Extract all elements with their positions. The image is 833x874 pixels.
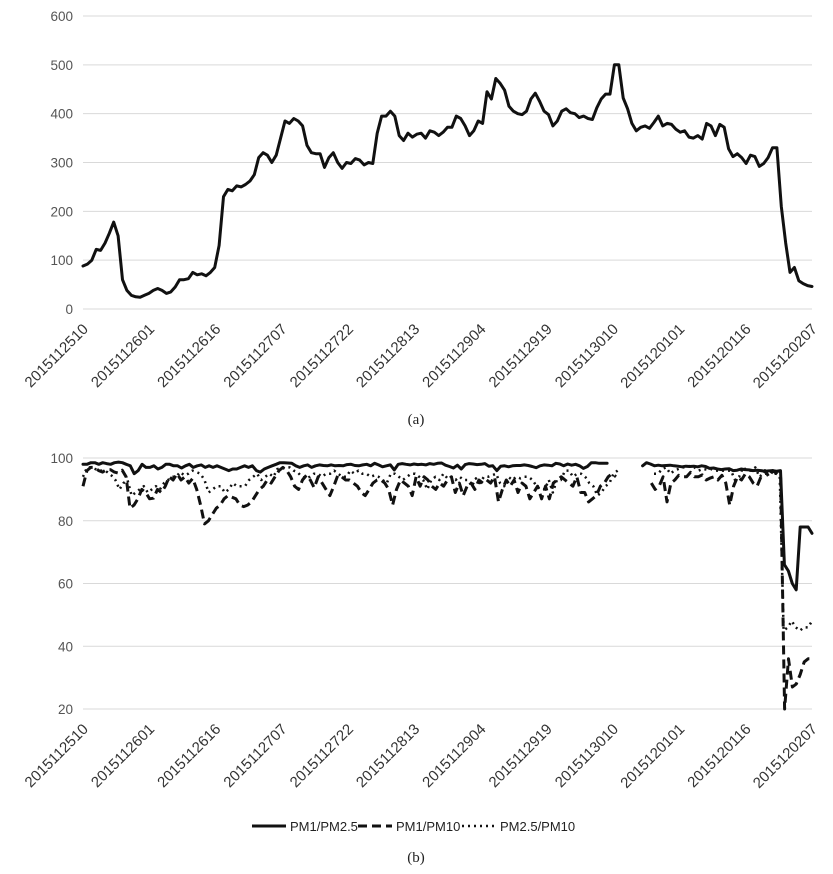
b-x-tick-label: 2015113010 bbox=[552, 721, 622, 791]
b-y-tick-label: 20 bbox=[58, 702, 73, 717]
a-x-tick-label: 2015120116 bbox=[684, 321, 754, 391]
a-y-tick-label: 200 bbox=[50, 204, 73, 219]
chart-b-legend: PM1/PM2.5 PM1/PM10 PM2.5/PM10 bbox=[252, 819, 575, 834]
chart-a-gridlines bbox=[83, 15, 812, 310]
legend-label-pm1-pm25: PM1/PM2.5 bbox=[290, 819, 358, 834]
a-x-tick-label: 2015112919 bbox=[486, 321, 556, 391]
a-y-tick-label: 100 bbox=[50, 253, 73, 268]
b-x-tick-label: 2015112616 bbox=[154, 721, 224, 791]
chart-b: 20 40 60 80 100 2015112510201511260120151126… bbox=[22, 451, 821, 866]
a-x-tick-label: 2015112813 bbox=[353, 321, 423, 391]
b-x-tick-label: 2015112601 bbox=[88, 721, 158, 791]
b-x-tick-label: 2015112707 bbox=[220, 721, 290, 791]
chart-b-gridlines bbox=[83, 457, 812, 710]
caption-b: (b) bbox=[407, 850, 425, 866]
b-x-tick-label: 2015120116 bbox=[684, 721, 754, 791]
caption-a: (a) bbox=[408, 412, 425, 428]
b-y-tick-label: 60 bbox=[58, 577, 73, 592]
b-x-tick-label: 2015120207 bbox=[750, 721, 821, 792]
chart-a: 0 100 200 300 400 500 600 20151125102015112601… bbox=[22, 9, 821, 428]
chart-b-x-axis: 2015112510201511260120151126162015112707… bbox=[22, 721, 821, 792]
b-x-tick-label: 2015112722 bbox=[287, 721, 357, 791]
a-y-tick-label: 500 bbox=[50, 58, 73, 73]
b-x-tick-label: 2015112813 bbox=[353, 721, 423, 791]
chart-b-series bbox=[81, 460, 814, 711]
b-line-pm1-pm10 bbox=[81, 465, 812, 711]
b-x-tick-label: 2015112919 bbox=[486, 721, 556, 791]
legend-label-pm25-pm10: PM2.5/PM10 bbox=[500, 819, 575, 834]
a-y-tick-label: 0 bbox=[65, 302, 73, 317]
b-y-tick-label: 80 bbox=[58, 514, 73, 529]
chart-a-x-axis: 2015112510201511260120151126162015112707… bbox=[22, 321, 821, 392]
a-x-tick-label: 2015112601 bbox=[88, 321, 158, 391]
a-y-tick-label: 600 bbox=[50, 9, 73, 24]
a-x-tick-label: 2015120207 bbox=[750, 321, 821, 392]
legend-label-pm1-pm10: PM1/PM10 bbox=[396, 819, 460, 834]
a-x-tick-label: 2015112904 bbox=[419, 321, 489, 391]
b-x-tick-label: 2015112904 bbox=[419, 721, 489, 791]
b-y-tick-label: 100 bbox=[50, 451, 73, 466]
b-x-tick-label: 2015120101 bbox=[617, 721, 688, 792]
b-y-tick-label: 40 bbox=[58, 639, 73, 654]
b-x-tick-label: 2015112510 bbox=[22, 721, 92, 791]
a-x-tick-label: 2015112722 bbox=[287, 321, 357, 391]
chart-a-y-axis: 0 100 200 300 400 500 600 bbox=[50, 9, 73, 317]
a-y-tick-label: 300 bbox=[50, 156, 73, 171]
chart-a-series bbox=[81, 63, 814, 299]
a-line-series-0 bbox=[81, 63, 814, 299]
a-y-tick-label: 400 bbox=[50, 107, 73, 122]
a-x-tick-label: 2015112616 bbox=[154, 321, 224, 391]
chart-b-y-axis: 20 40 60 80 100 bbox=[50, 451, 73, 717]
b-line-pm2-5-pm10 bbox=[81, 464, 814, 632]
a-x-tick-label: 2015112707 bbox=[220, 321, 290, 391]
a-x-tick-label: 2015113010 bbox=[552, 321, 622, 391]
a-x-tick-label: 2015112510 bbox=[22, 321, 92, 391]
a-x-tick-label: 2015120101 bbox=[617, 321, 688, 392]
b-line-pm1-pm2-5 bbox=[81, 460, 814, 592]
